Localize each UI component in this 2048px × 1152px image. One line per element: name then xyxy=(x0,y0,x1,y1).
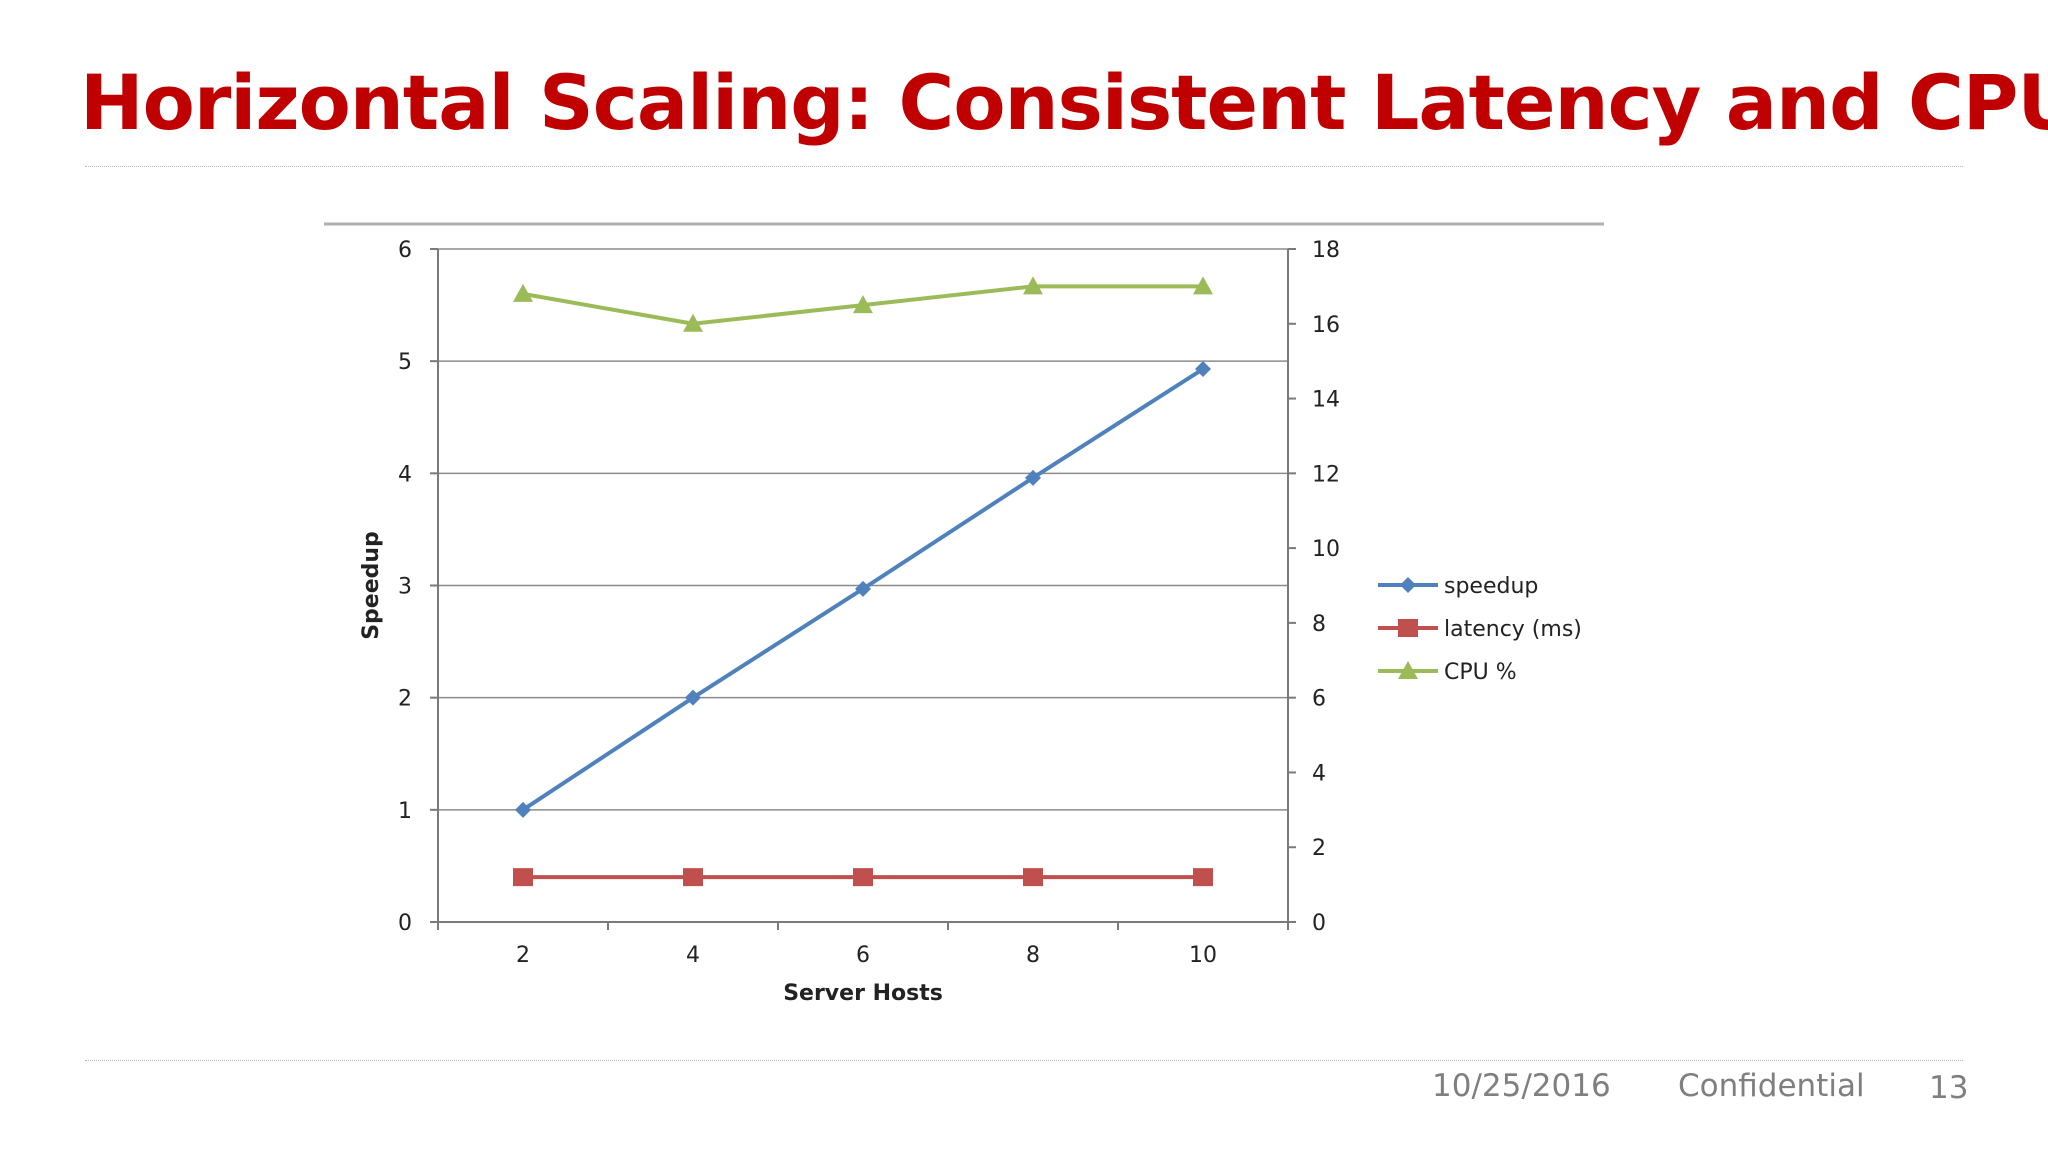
data-point-speedup xyxy=(515,801,531,818)
data-point-cpu xyxy=(853,295,873,314)
y-tick-label: 4 xyxy=(398,462,412,487)
y2-tick-label: 4 xyxy=(1312,761,1326,786)
data-point-speedup xyxy=(855,580,871,597)
y2-tick-label: 10 xyxy=(1312,537,1340,562)
legend-label-cpu: CPU % xyxy=(1444,660,1517,685)
x-tick-label: 4 xyxy=(686,943,700,968)
slide-title: Horizontal Scaling: Consistent Latency a… xyxy=(80,58,2048,147)
y2-tick-label: 2 xyxy=(1312,836,1326,861)
legend-marker-latency-ms xyxy=(1398,619,1418,637)
data-point-speedup xyxy=(1195,361,1211,378)
y-tick-label: 1 xyxy=(398,799,412,824)
data-point-speedup xyxy=(1025,469,1041,486)
x-axis-title: Server Hosts xyxy=(783,981,943,1006)
data-point-cpu xyxy=(1193,276,1213,295)
data-point-latency-ms xyxy=(1193,868,1213,887)
data-point-cpu xyxy=(1023,276,1043,295)
y2-tick-label: 8 xyxy=(1312,612,1326,637)
data-point-latency-ms xyxy=(853,868,873,887)
legend-label-speedup: speedup xyxy=(1444,574,1538,599)
y-tick-label: 5 xyxy=(398,350,412,375)
legend-marker-cpu xyxy=(1398,661,1418,679)
footer-confidential: Confidential xyxy=(1678,1068,1865,1104)
footer-divider xyxy=(85,1060,1963,1061)
y2-tick-label: 6 xyxy=(1312,687,1326,712)
x-tick-label: 10 xyxy=(1189,943,1217,968)
data-point-latency-ms xyxy=(513,868,533,887)
y2-tick-label: 16 xyxy=(1312,313,1340,338)
y2-tick-label: 18 xyxy=(1312,238,1340,263)
y-tick-label: 0 xyxy=(398,911,412,936)
data-point-latency-ms xyxy=(683,868,703,887)
y-tick-label: 6 xyxy=(398,238,412,263)
x-tick-label: 2 xyxy=(516,943,530,968)
y2-tick-label: 0 xyxy=(1312,911,1326,936)
data-point-cpu xyxy=(683,313,703,332)
x-tick-label: 6 xyxy=(856,943,870,968)
data-point-cpu xyxy=(513,283,533,302)
data-point-latency-ms xyxy=(1023,868,1043,887)
legend-marker-speedup xyxy=(1400,577,1416,593)
y2-tick-label: 14 xyxy=(1312,388,1340,413)
legend-label-latency-ms: latency (ms) xyxy=(1444,617,1582,642)
y2-tick-label: 12 xyxy=(1312,462,1340,487)
x-tick-label: 8 xyxy=(1026,943,1040,968)
title-divider xyxy=(85,166,1963,167)
footer-date: 10/25/2016 xyxy=(1432,1068,1611,1104)
y-tick-label: 2 xyxy=(398,687,412,712)
y-axis-title: Speedup xyxy=(359,531,384,640)
y-tick-label: 3 xyxy=(398,575,412,600)
page-number: 13 xyxy=(1929,1070,1969,1106)
data-point-speedup xyxy=(685,689,701,706)
